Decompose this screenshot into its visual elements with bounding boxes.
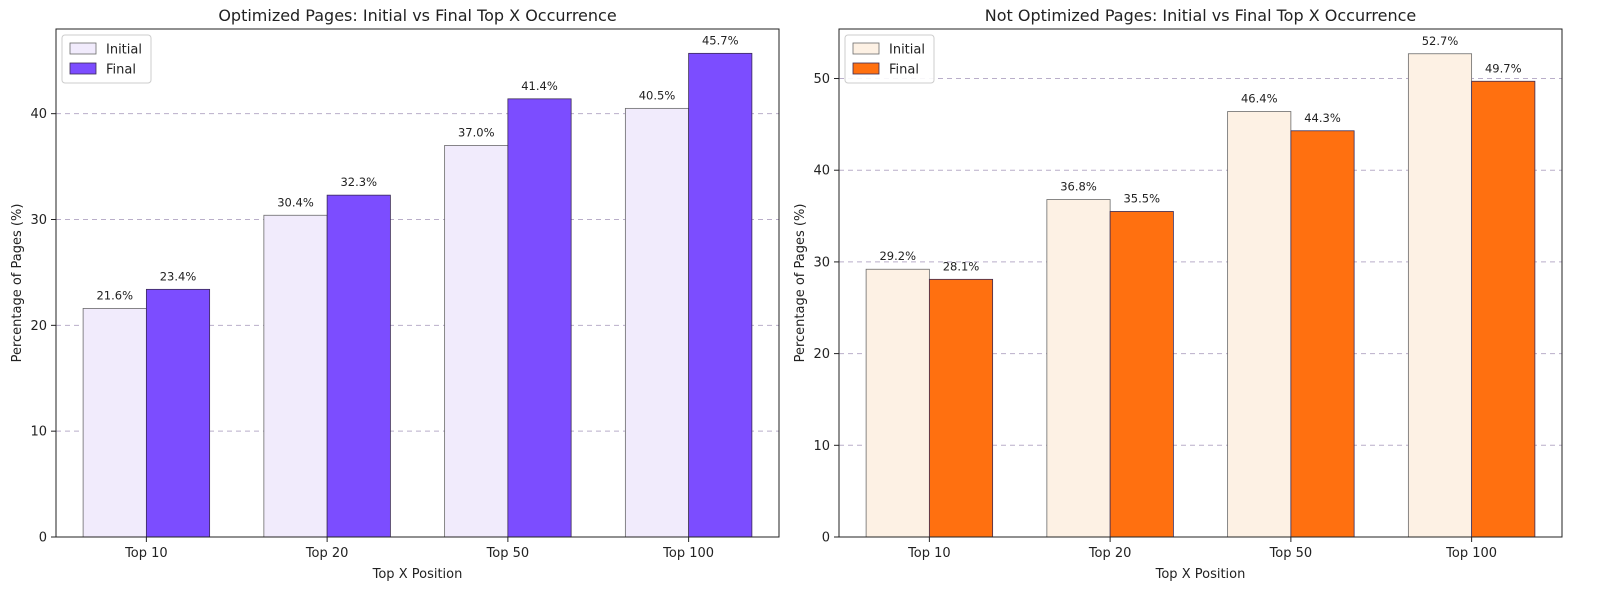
chart-title: Optimized Pages: Initial vs Final Top X … — [218, 6, 616, 25]
bar-final-4 — [688, 52, 753, 538]
data-label: 32.3% — [340, 175, 377, 189]
bar-final-3 — [507, 98, 572, 538]
y-tick-label: 0 — [39, 531, 47, 546]
plot-frame — [838, 28, 1563, 538]
x-tick-label: Top 100 — [1445, 546, 1497, 561]
legend-swatch-final — [852, 62, 880, 75]
bar-initial-4 — [1407, 53, 1473, 538]
bar-final-4 — [1471, 80, 1536, 538]
y-axis-label: Percentage of Pages (%) — [10, 204, 25, 363]
bar-final-1 — [145, 288, 211, 538]
chart-1: 21.6% 30.4% 37.0% 40.5% 23.4% 32.3% 41.4% 45.7%… — [10, 6, 780, 582]
data-label: 37.0% — [458, 125, 495, 139]
bar-initial-3 — [1227, 111, 1292, 538]
y-tick-label: 10 — [30, 425, 47, 440]
x-tick-label: Top 20 — [305, 546, 349, 561]
legend-swatch-initial — [852, 42, 880, 55]
x-axis-label: Top X Position — [372, 567, 463, 582]
y-tick-label: 20 — [30, 319, 47, 334]
x-tick-label: Top 50 — [486, 546, 530, 561]
x-tick-label: Top 100 — [662, 546, 714, 561]
data-label: 21.6% — [96, 288, 133, 302]
legend-swatch-initial — [69, 42, 97, 55]
x-tick-label: Top 10 — [907, 546, 951, 561]
x-axis-label: Top X Position — [1155, 567, 1246, 582]
bar-final-1 — [928, 278, 994, 538]
legend-label-final: Final — [889, 63, 919, 78]
bar-initial-4 — [624, 107, 690, 538]
data-label: 36.8% — [1060, 180, 1097, 194]
y-tick-label: 40 — [813, 164, 830, 179]
legend-label-initial: Initial — [106, 43, 142, 58]
y-tick-label: 40 — [30, 107, 47, 122]
legend-label-initial: Initial — [889, 43, 925, 58]
y-axis-label: Percentage of Pages (%) — [793, 204, 808, 363]
chart-2: 29.2% 36.8% 46.4% 52.7% 28.1% 35.5% 44.3% 49.7%… — [793, 6, 1563, 582]
data-label: 44.3% — [1304, 111, 1341, 125]
y-tick-label: 10 — [813, 439, 830, 454]
y-tick-label: 20 — [813, 347, 830, 362]
y-tick-label: 0 — [822, 531, 830, 546]
chart-title: Not Optimized Pages: Initial vs Final To… — [985, 6, 1416, 25]
data-label: 49.7% — [1485, 61, 1522, 75]
data-label: 30.4% — [277, 195, 314, 209]
y-tick-label: 50 — [813, 72, 830, 87]
legend: Initial Final — [61, 34, 152, 84]
data-label: 23.4% — [160, 269, 197, 283]
data-label: 40.5% — [639, 88, 676, 102]
bar-initial-1 — [82, 307, 147, 538]
data-label: 52.7% — [1422, 34, 1459, 48]
bar-final-3 — [1290, 130, 1355, 538]
data-label: 46.4% — [1241, 92, 1278, 106]
legend-swatch-final — [69, 62, 97, 75]
plot-frame — [55, 28, 780, 538]
data-label: 35.5% — [1123, 191, 1160, 205]
bar-initial-1 — [865, 268, 930, 538]
legend-label-final: Final — [106, 63, 136, 78]
bar-initial-2 — [263, 214, 328, 538]
x-tick-label: Top 50 — [1269, 546, 1313, 561]
data-label: 29.2% — [879, 249, 916, 263]
data-label: 45.7% — [702, 33, 739, 47]
y-tick-label: 30 — [30, 213, 47, 228]
bar-initial-2 — [1046, 199, 1111, 538]
x-tick-label: Top 10 — [124, 546, 168, 561]
y-tick-label: 30 — [813, 255, 830, 270]
legend: Initial Final — [844, 34, 935, 84]
data-label: 41.4% — [521, 79, 558, 93]
bar-final-2 — [1109, 211, 1174, 538]
bar-initial-3 — [444, 145, 509, 538]
x-tick-label: Top 20 — [1088, 546, 1132, 561]
data-label: 28.1% — [943, 259, 980, 273]
bar-final-2 — [326, 194, 391, 538]
